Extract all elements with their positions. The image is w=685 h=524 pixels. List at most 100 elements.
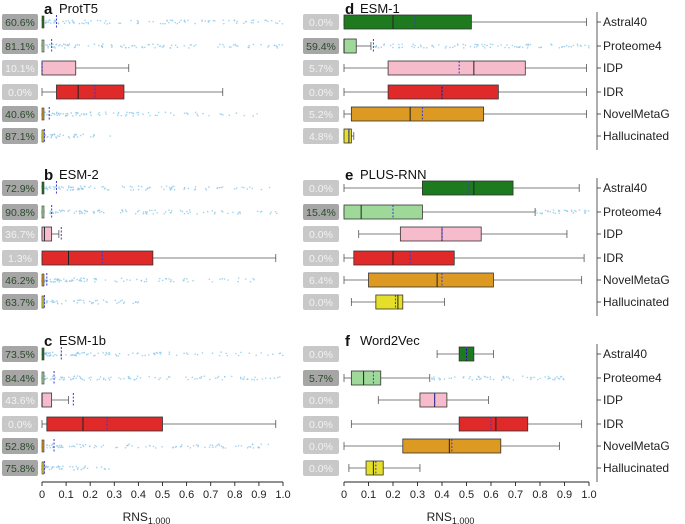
data-point [80, 134, 82, 137]
data-point [129, 185, 132, 188]
row-e-astral40: 0.0% [303, 180, 580, 196]
row-b-hallucinated: 63.7% [2, 294, 140, 310]
data-point [76, 352, 79, 355]
data-point [169, 211, 172, 214]
data-point [171, 186, 174, 188]
data-point [507, 376, 509, 378]
data-point [196, 113, 198, 116]
data-point [68, 445, 71, 448]
data-point [187, 353, 189, 356]
data-point [83, 466, 86, 469]
data-point [506, 44, 508, 46]
data-point [73, 277, 76, 279]
box [421, 180, 514, 196]
data-point [107, 189, 110, 191]
data-point [216, 444, 218, 447]
data-point [74, 354, 76, 357]
data-point [230, 375, 233, 378]
data-point [489, 378, 492, 380]
data-point [135, 278, 138, 281]
x-tick-label: 0.7 [508, 489, 523, 501]
data-point [243, 376, 246, 378]
x-tick-label: 0.8 [532, 489, 547, 501]
data-point [217, 46, 219, 48]
percent-label-box [303, 106, 339, 122]
data-point [529, 43, 532, 46]
data-point [119, 300, 122, 302]
percent-label-box [303, 84, 339, 100]
data-point [222, 446, 224, 448]
data-point [192, 444, 195, 447]
data-point [70, 280, 73, 282]
data-point [549, 210, 552, 213]
data-point [483, 47, 486, 49]
data-point [89, 111, 92, 113]
data-point [50, 135, 53, 138]
category-label-idr: IDR [603, 85, 624, 99]
percent-label-box [303, 180, 339, 196]
data-point [143, 280, 146, 283]
data-point [58, 114, 61, 116]
data-point [201, 352, 204, 354]
panel-title-e: PLUS-RNN [360, 167, 426, 182]
data-point [72, 186, 74, 188]
data-point [100, 45, 103, 47]
data-point [521, 375, 524, 378]
data-point [527, 44, 529, 47]
data-point [95, 277, 97, 280]
data-point [65, 20, 67, 22]
data-point [66, 114, 69, 117]
box [41, 129, 45, 143]
data-point [469, 45, 472, 48]
data-point [89, 352, 92, 354]
data-point [444, 47, 447, 49]
data-point [122, 280, 125, 283]
data-point [62, 113, 65, 115]
data-point [539, 377, 542, 380]
data-point [103, 467, 106, 470]
data-point [49, 187, 52, 189]
category-label-astral40: Astral40 [603, 347, 647, 361]
data-point [127, 376, 130, 378]
data-point [158, 277, 161, 280]
data-point [76, 278, 78, 281]
data-point [49, 210, 52, 212]
data-point [209, 378, 211, 381]
data-point [486, 376, 489, 379]
x-axis-label: RNS1,000 [123, 510, 171, 524]
data-point [276, 47, 279, 49]
box [41, 205, 45, 219]
data-point [93, 187, 96, 190]
data-point [124, 446, 127, 449]
panel-title-f: Word2Vec [360, 333, 420, 348]
data-point [575, 210, 577, 213]
data-point [154, 376, 157, 379]
data-point [44, 378, 46, 381]
data-point [583, 211, 586, 214]
data-point [51, 351, 54, 354]
data-point [114, 353, 117, 356]
data-point [235, 22, 238, 25]
data-point [62, 20, 65, 23]
data-point [105, 20, 107, 22]
data-point [570, 209, 573, 211]
x-tick-label: 1.0 [581, 489, 596, 501]
data-point [526, 47, 529, 49]
data-point [411, 45, 413, 48]
data-point [46, 21, 48, 24]
row-b-idp: 36.7% [2, 226, 62, 242]
row-f-novelmetag: 0.0% [303, 438, 560, 454]
data-point [88, 300, 91, 303]
data-point [65, 112, 67, 115]
data-point [195, 444, 198, 446]
data-point [101, 186, 103, 188]
category-label-idp: IDP [603, 393, 623, 407]
data-point [45, 187, 48, 190]
data-point [239, 212, 242, 215]
data-point [61, 376, 64, 379]
data-point [220, 113, 223, 115]
data-point [218, 186, 221, 189]
panel-title-a: ProtT5 [59, 1, 98, 16]
data-point [258, 446, 260, 449]
